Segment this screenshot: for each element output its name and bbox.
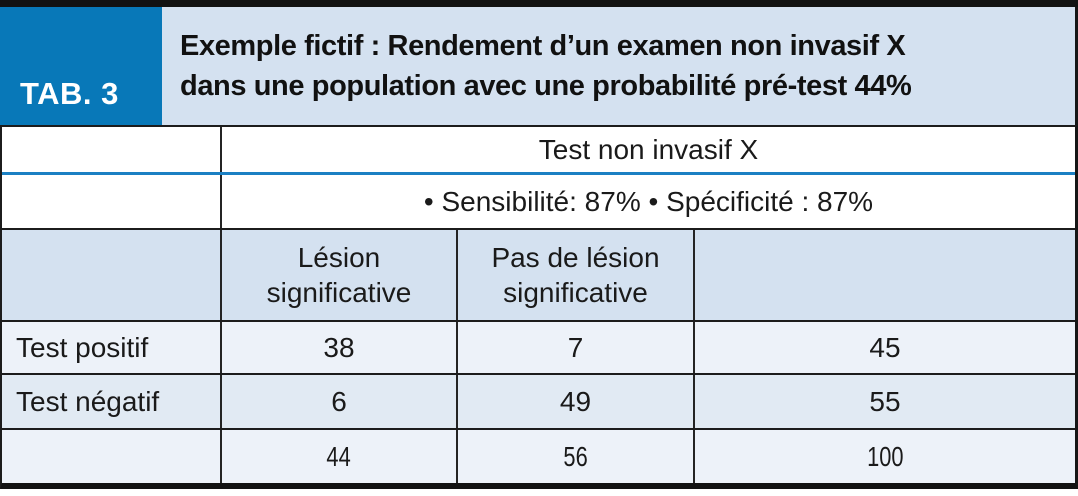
- empty-corner-cell: [2, 127, 222, 172]
- contingency-table: Test non invasif X • Sensibilité: 87% • …: [0, 125, 1078, 489]
- value-cell: 49: [458, 375, 695, 428]
- value-cell: 38: [222, 322, 458, 373]
- metrics-row: • Sensibilité: 87% • Spécificité : 87%: [2, 175, 1075, 230]
- row-label: Test négatif: [2, 375, 222, 428]
- table-title-box: Exemple fictif : Rendement d’un examen n…: [162, 7, 1078, 125]
- total-cell: 44: [222, 430, 458, 483]
- table-title-line-2: dans une population avec une probabilité…: [180, 70, 912, 102]
- table-row-totals: 44 56 100: [2, 430, 1075, 483]
- total-value: 100: [866, 441, 904, 472]
- table-title-line-1: Exemple fictif : Rendement d’un examen n…: [180, 30, 906, 62]
- empty-header-cell: [2, 230, 222, 320]
- table-row-test-positif: Test positif 38 7 45: [2, 322, 1075, 375]
- table-number-badge: TAB. 3: [0, 7, 162, 125]
- column-header-lesion: Lésion significative: [222, 230, 458, 320]
- metrics-cell: • Sensibilité: 87% • Spécificité : 87%: [423, 186, 874, 217]
- column-header-total: [695, 230, 1075, 320]
- value-cell: 55: [869, 386, 901, 417]
- row-label: [2, 430, 222, 483]
- table-row-test-negatif: Test négatif 6 49 55: [2, 375, 1075, 430]
- row-label: Test positif: [2, 322, 222, 373]
- test-name-cell: Test non invasif X: [538, 134, 759, 165]
- column-header-row: Lésion significative Pas de lésion signi…: [2, 230, 1075, 322]
- value-cell: 6: [222, 375, 458, 428]
- empty-cell: [2, 175, 222, 228]
- value-cell: 7: [458, 322, 695, 373]
- top-rule: [0, 0, 1078, 7]
- total-value: 56: [563, 441, 588, 472]
- value-cell: 45: [869, 332, 901, 363]
- table-number-label: TAB. 3: [20, 76, 119, 111]
- total-cell: 100: [695, 430, 1075, 483]
- total-cell: 56: [458, 430, 695, 483]
- column-header-no-lesion: Pas de lésion significative: [458, 230, 695, 320]
- total-value: 44: [326, 441, 352, 472]
- test-name-row: Test non invasif X: [2, 127, 1075, 175]
- figure-header: TAB. 3 Exemple fictif : Rendement d’un e…: [0, 7, 1078, 125]
